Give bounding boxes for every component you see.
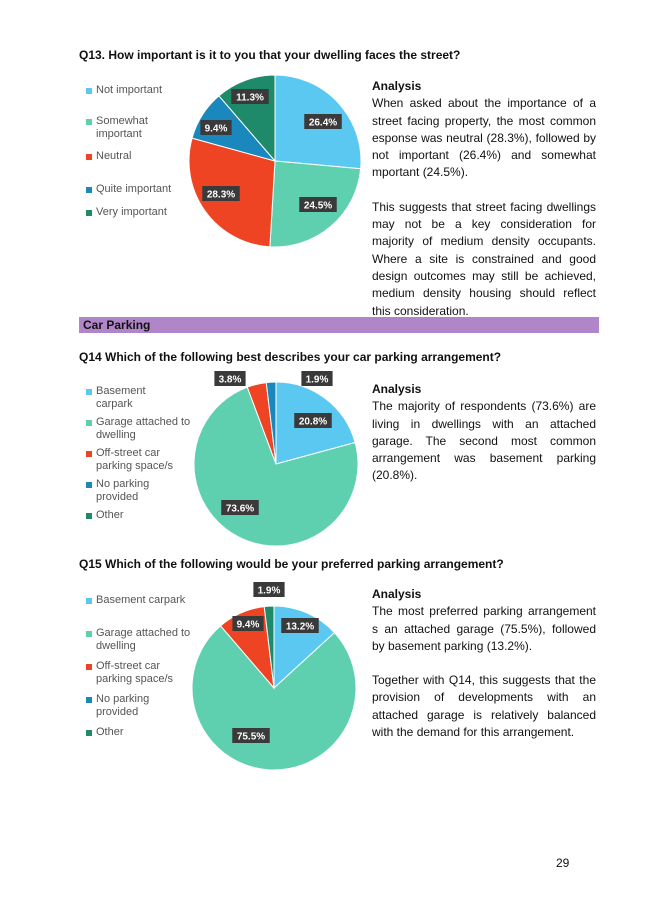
q14-pie-chart: 20.8% 73.6% 3.8% 1.9% bbox=[193, 371, 359, 547]
page-number: 29 bbox=[556, 856, 570, 870]
section-heading-bar: Car Parking bbox=[79, 317, 599, 333]
svg-text:1.9%: 1.9% bbox=[258, 586, 281, 597]
legend-item: Off-street car parking space/s bbox=[86, 447, 176, 473]
q13-legend: Not important Somewhat important Neutral… bbox=[86, 84, 196, 228]
pie-data-label: 75.5% bbox=[232, 728, 270, 743]
pie-data-label: 13.2% bbox=[281, 618, 319, 633]
q14-legend: Basement carpark Garage attached to dwel… bbox=[86, 385, 196, 527]
legend-item: No parking provided bbox=[86, 478, 166, 504]
analysis-paragraph: Together with Q14, this suggests that th… bbox=[372, 673, 596, 740]
analysis-paragraph: The most preferred parking arrangement s… bbox=[372, 604, 596, 653]
svg-text:9.4%: 9.4% bbox=[205, 124, 228, 135]
svg-text:13.2%: 13.2% bbox=[286, 622, 314, 633]
legend-item: Somewhat important bbox=[86, 115, 186, 141]
pie-data-label: 3.8% bbox=[214, 371, 246, 386]
svg-text:75.5%: 75.5% bbox=[237, 732, 265, 743]
q14-title: Q14 Which of the following best describe… bbox=[79, 350, 502, 364]
svg-text:20.8%: 20.8% bbox=[299, 417, 327, 428]
analysis-heading: Analysis bbox=[372, 382, 422, 396]
legend-item: Garage attached to dwelling bbox=[86, 627, 191, 653]
analysis-paragraph: This suggests that street facing dwellin… bbox=[372, 199, 596, 318]
legend-item: No parking provided bbox=[86, 693, 166, 719]
legend-item: Neutral bbox=[86, 150, 186, 163]
analysis-paragraph: When asked about the importance of a str… bbox=[372, 96, 596, 180]
pie-data-label: 20.8% bbox=[294, 413, 332, 428]
pie-data-label: 1.9% bbox=[253, 582, 285, 597]
legend-item: Basement carpark bbox=[86, 594, 206, 607]
legend-item: Very important bbox=[86, 206, 196, 219]
legend-item: Not important bbox=[86, 84, 186, 97]
pie-data-label: 73.6% bbox=[221, 500, 259, 515]
analysis-paragraph: The majority of respondents (73.6%) are … bbox=[372, 399, 596, 483]
svg-text:11.3%: 11.3% bbox=[236, 93, 264, 104]
q15-analysis: Analysis The most preferred parking arra… bbox=[372, 586, 596, 741]
legend-item: Quite important bbox=[86, 183, 196, 196]
svg-text:73.6%: 73.6% bbox=[226, 504, 254, 515]
q15-title: Q15 Which of the following would be your… bbox=[79, 557, 504, 571]
q13-pie-chart: 26.4% 24.5% 28.3% 9.4% 11.3% bbox=[188, 74, 362, 248]
pie-data-label: 9.4% bbox=[200, 120, 232, 135]
pie-data-label: 24.5% bbox=[299, 197, 337, 212]
svg-text:28.3%: 28.3% bbox=[207, 190, 235, 201]
svg-text:3.8%: 3.8% bbox=[219, 375, 242, 386]
legend-item: Other bbox=[86, 726, 176, 739]
legend-item: Off-street car parking space/s bbox=[86, 660, 186, 686]
q15-pie-chart: 13.2% 75.5% 9.4% 1.9% bbox=[191, 582, 357, 771]
analysis-heading: Analysis bbox=[372, 587, 422, 601]
svg-text:1.9%: 1.9% bbox=[306, 375, 329, 386]
legend-item: Garage attached to dwelling bbox=[86, 416, 191, 442]
legend-item: Other bbox=[86, 509, 176, 522]
q13-analysis: Analysis When asked about the importance… bbox=[372, 78, 596, 320]
pie-data-label: 1.9% bbox=[301, 371, 333, 386]
pie-data-label: 11.3% bbox=[231, 89, 269, 104]
pie-data-label: 9.4% bbox=[232, 616, 264, 631]
svg-text:9.4%: 9.4% bbox=[237, 620, 260, 631]
svg-text:24.5%: 24.5% bbox=[304, 201, 332, 212]
legend-item: Basement carpark bbox=[86, 385, 166, 411]
pie-data-label: 28.3% bbox=[202, 186, 240, 201]
pie-slice-no-parking-provided bbox=[265, 381, 277, 465]
q14-analysis: Analysis The majority of respondents (73… bbox=[372, 381, 596, 485]
q13-title: Q13. How important is it to you that you… bbox=[79, 48, 461, 62]
q15-legend: Basement carpark Garage attached to dwel… bbox=[86, 594, 196, 746]
pie-data-label: 26.4% bbox=[304, 114, 342, 129]
analysis-heading: Analysis bbox=[372, 79, 422, 93]
svg-text:26.4%: 26.4% bbox=[309, 118, 337, 129]
pie-slice-other bbox=[263, 605, 275, 689]
